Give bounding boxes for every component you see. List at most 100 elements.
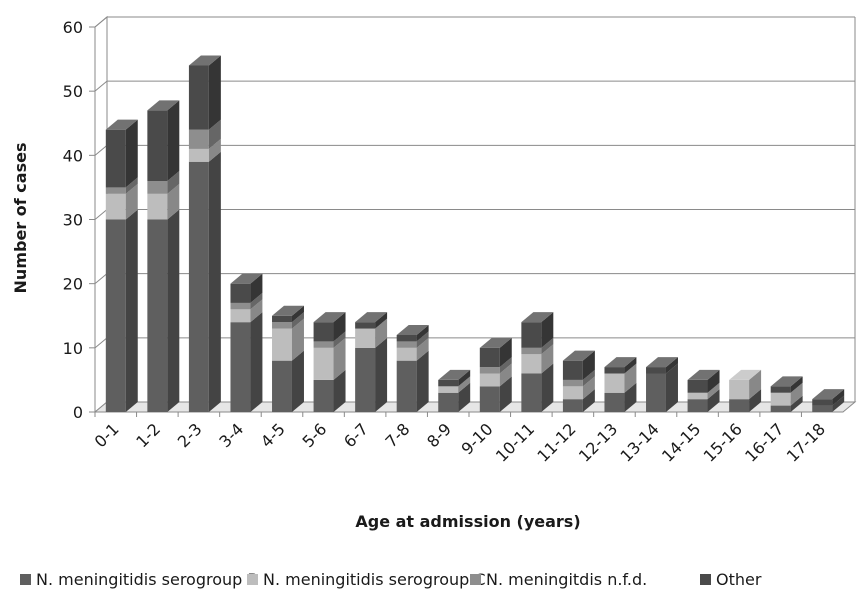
bar-side	[125, 119, 138, 188]
legend-item: N. meningitidis serogroup C	[247, 570, 486, 589]
bar-segment	[272, 305, 304, 323]
bar-segment	[230, 299, 263, 323]
bar-segment	[313, 369, 346, 412]
bar-top	[105, 119, 138, 130]
bar-segment	[687, 369, 720, 393]
bar-top	[770, 376, 803, 387]
y-tick-label: 30	[63, 211, 83, 230]
bar-segment	[479, 357, 512, 374]
bar-side	[541, 312, 554, 348]
bar-face	[562, 386, 583, 400]
bar-face	[438, 386, 459, 393]
bar-segment	[105, 183, 138, 220]
bar-side	[291, 312, 304, 329]
bar-side	[375, 337, 388, 412]
y-tick-label: 50	[63, 82, 83, 101]
x-tick-label: 10-11	[492, 419, 538, 465]
bar-segment	[105, 177, 138, 194]
bar-top	[438, 369, 471, 380]
x-tick-label: 9-10	[457, 419, 496, 458]
bar-face	[105, 129, 126, 188]
bar-face	[604, 373, 625, 393]
bar-side	[499, 337, 512, 368]
legend-item: N. meningitdis n.f.d.	[470, 570, 647, 589]
bar-segment	[396, 337, 429, 361]
bar-side	[208, 119, 221, 149]
bars	[105, 55, 845, 412]
bar-side	[790, 395, 803, 412]
bar-segment	[188, 55, 221, 130]
bar-segment	[147, 100, 180, 181]
bar-segment	[230, 312, 263, 412]
x-tick-label: 6-7	[340, 419, 372, 451]
bar-face	[521, 322, 542, 348]
x-tick-label: 0-1	[91, 419, 123, 451]
bar-segment	[438, 369, 471, 387]
y-axis-title: Number of cases	[11, 143, 30, 294]
bar-top	[812, 389, 845, 400]
bar-side	[790, 382, 803, 406]
bar-face	[770, 386, 791, 393]
bar-side	[333, 369, 346, 412]
bar-side	[125, 177, 138, 194]
bar-side	[125, 209, 138, 412]
bar-top	[646, 357, 678, 368]
x-tick-label: 17-18	[783, 419, 829, 465]
bar-face	[687, 392, 708, 400]
bar-face	[147, 219, 168, 412]
bar-face	[812, 405, 833, 412]
bar-side	[499, 357, 512, 374]
bar-face	[313, 322, 334, 342]
bar-face	[438, 379, 459, 387]
bar-side	[665, 363, 678, 412]
bar-face	[770, 392, 791, 406]
bar-segment	[521, 337, 554, 355]
bar-face	[479, 386, 500, 412]
bar-top	[479, 337, 512, 348]
bar-side	[541, 344, 554, 374]
x-tick-label: 15-16	[700, 419, 746, 465]
x-tick-label: 12-13	[575, 419, 621, 465]
gridline	[94, 16, 855, 28]
legend-label: Other	[716, 570, 762, 589]
bar-segment	[646, 357, 678, 374]
legend-swatch	[700, 574, 711, 585]
bar-side	[458, 369, 471, 387]
bar-face	[188, 161, 209, 412]
bar-segment	[355, 337, 388, 412]
bar-segment	[396, 350, 429, 412]
bar-side	[582, 376, 595, 400]
bar-side	[582, 389, 595, 412]
bar-side	[333, 312, 346, 342]
y-tick-label: 40	[63, 146, 83, 165]
bar-face	[479, 373, 500, 387]
bar-side	[291, 305, 304, 323]
legend-item: N. meningitidis serogroup B	[20, 570, 258, 589]
bar-side	[416, 350, 429, 412]
legend-swatch	[20, 574, 31, 585]
bar-segment	[272, 312, 304, 329]
bar-segment	[646, 363, 678, 412]
bar-side	[375, 318, 388, 348]
bar-face	[729, 399, 750, 412]
bar-face	[604, 392, 625, 412]
bar-segment	[147, 183, 180, 220]
x-axis-title: Age at admission (years)	[355, 512, 580, 531]
bar-face	[479, 347, 500, 368]
x-tick-label: 8-9	[423, 419, 455, 451]
x-tick-label: 1-2	[132, 419, 164, 451]
bar-segment	[479, 376, 512, 412]
bar-segment	[230, 273, 263, 303]
x-tick-label: 7-8	[382, 419, 414, 451]
bar-side	[416, 337, 429, 361]
bar-face	[147, 181, 168, 194]
bar-face	[230, 283, 251, 303]
x-tick-label: 14-15	[658, 419, 704, 465]
bar-side	[499, 363, 512, 387]
bar-top	[604, 357, 637, 368]
bar-side	[665, 357, 678, 374]
bar-face	[396, 341, 417, 348]
bar-side	[749, 389, 762, 412]
y-tick-label: 60	[63, 18, 83, 37]
